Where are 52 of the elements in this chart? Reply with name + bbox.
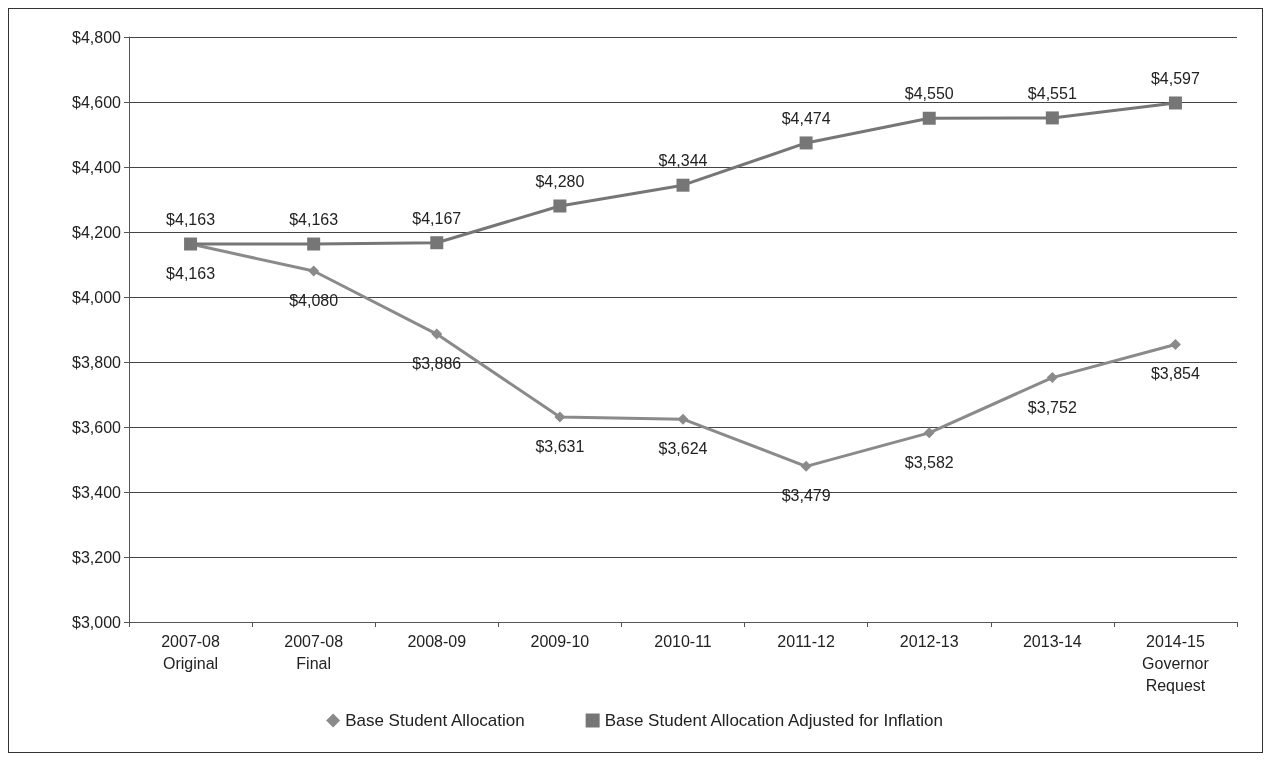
x-tick-label: 2010-11 bbox=[654, 632, 712, 650]
legend-label: Base Student Allocation Adjusted for Inflation bbox=[604, 711, 943, 730]
y-tick-label: $4,400 bbox=[72, 158, 122, 176]
y-tick-label: $4,800 bbox=[72, 28, 122, 46]
point bbox=[431, 328, 443, 340]
point bbox=[923, 427, 935, 439]
y-tick-label: $3,200 bbox=[72, 548, 122, 566]
data-label: $4,167 bbox=[412, 209, 462, 227]
x-tick-label: 2014-15 Governor Request bbox=[1142, 632, 1210, 694]
y-tick-label: $3,400 bbox=[72, 483, 122, 501]
data-label: $4,550 bbox=[904, 85, 954, 103]
point bbox=[554, 411, 566, 423]
x-tick-label: 2013-14 bbox=[1022, 632, 1082, 650]
x-tick-label: 2007-08 Original bbox=[161, 632, 221, 672]
data-label: $3,624 bbox=[658, 440, 708, 458]
point bbox=[1046, 372, 1058, 384]
point bbox=[1168, 96, 1182, 110]
y-tick-label: $4,000 bbox=[72, 288, 122, 306]
point bbox=[799, 136, 813, 150]
data-label: $4,163 bbox=[166, 265, 216, 283]
data-label: $4,280 bbox=[535, 173, 585, 190]
x-tick-label: 2011-12 bbox=[777, 632, 835, 650]
point bbox=[430, 236, 444, 250]
x-tick-label: 2012-13 bbox=[899, 632, 959, 650]
x-tick-label: 2007-08 Final bbox=[284, 632, 344, 672]
y-tick-label: $4,600 bbox=[72, 93, 122, 111]
data-label: $4,551 bbox=[1027, 84, 1077, 102]
data-label: $4,474 bbox=[781, 109, 831, 127]
point bbox=[553, 199, 567, 213]
data-label: $3,582 bbox=[904, 453, 954, 471]
x-tick-label: 2008-09 bbox=[407, 632, 467, 650]
y-tick-label: $3,600 bbox=[72, 418, 122, 436]
data-label: $3,631 bbox=[535, 437, 585, 455]
point bbox=[677, 413, 689, 425]
legend-label: Base Student Allocation bbox=[345, 711, 525, 730]
data-label: $4,344 bbox=[658, 152, 708, 170]
x-tick-label: 2009-10 bbox=[530, 632, 590, 650]
y-tick-label: $4,200 bbox=[72, 223, 122, 241]
point bbox=[922, 111, 936, 125]
data-label: $3,854 bbox=[1150, 365, 1201, 383]
point bbox=[1045, 111, 1059, 125]
point bbox=[1169, 338, 1181, 350]
y-tick-label: $3,800 bbox=[72, 353, 122, 371]
point bbox=[800, 460, 812, 472]
data-label: $3,752 bbox=[1027, 398, 1077, 416]
point bbox=[307, 237, 321, 251]
data-label: $4,163 bbox=[289, 211, 339, 229]
data-label: $4,597 bbox=[1150, 69, 1201, 87]
y-tick-label: $3,000 bbox=[72, 613, 122, 631]
point bbox=[676, 178, 690, 192]
data-label: $4,163 bbox=[166, 211, 216, 229]
point bbox=[308, 265, 320, 277]
